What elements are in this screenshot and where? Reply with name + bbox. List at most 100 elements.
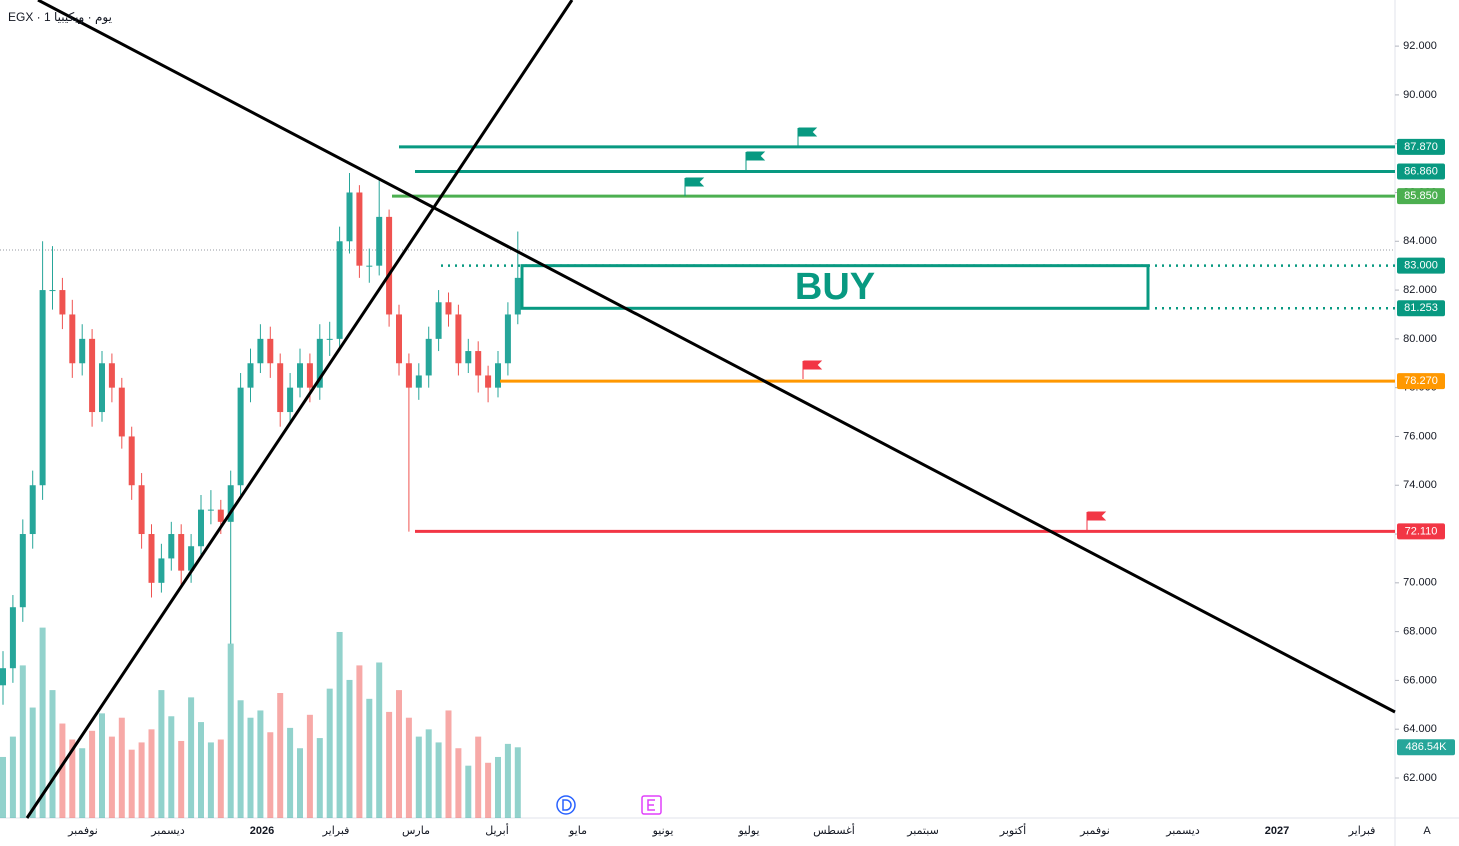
volume-bar [49, 690, 56, 818]
price-tag-label: 87.870 [1404, 141, 1438, 153]
candle-body [405, 363, 412, 388]
candle-body [158, 558, 165, 583]
candle-body [455, 314, 462, 364]
buy-zone [520, 264, 1150, 310]
volume-bar [128, 749, 135, 818]
price-tag [1397, 523, 1445, 540]
trend-line [37, 0, 1396, 714]
candle-body [495, 363, 501, 388]
candle-body [277, 363, 284, 413]
candle-body [247, 363, 254, 388]
candle-body [504, 314, 511, 364]
price-tag [1397, 373, 1445, 390]
price-tag-label: 83.000 [1404, 260, 1438, 272]
candle-body [297, 363, 303, 388]
y-tick-label: 92.000 [1403, 40, 1437, 52]
candle-body [316, 338, 323, 388]
candle-body [168, 534, 175, 559]
candle-body [485, 375, 492, 388]
candle-body [59, 290, 66, 315]
candle-body [89, 338, 96, 413]
volume-bar [0, 756, 6, 818]
trend-line [25, 0, 574, 819]
candle-body [425, 338, 432, 376]
volume-bar [435, 742, 442, 818]
flag [802, 360, 823, 379]
x-tick-label: مارس [402, 825, 430, 837]
volume-bar [247, 717, 254, 818]
y-tick-label: 64.000 [1403, 723, 1437, 735]
price-tag [1397, 257, 1445, 274]
volume-bar [19, 665, 26, 818]
price-tag-label: 72.110 [1405, 525, 1438, 537]
candle-body [198, 509, 204, 547]
x-tick-label: سبتمبر [906, 825, 939, 837]
candle-body [19, 534, 26, 608]
volume-bar [326, 688, 333, 818]
volume-bar [29, 707, 36, 818]
volume-bar [237, 700, 244, 818]
volume-bar [287, 727, 294, 818]
volume-bar [178, 740, 185, 818]
candle-body [39, 290, 46, 486]
volume-bar [336, 631, 343, 818]
price-tag [1397, 163, 1445, 180]
volume-bar [79, 748, 86, 818]
candle-body [69, 314, 76, 364]
volume-bar [39, 627, 46, 818]
candle-body [49, 290, 56, 292]
candle-body [128, 436, 135, 486]
candle-body [326, 338, 333, 340]
volume-bar [138, 742, 145, 818]
volume-bar [386, 711, 393, 818]
volume-bar [267, 732, 274, 818]
volume-bar [69, 739, 76, 818]
y-tick-label: 80.000 [1403, 333, 1437, 345]
price-tag-label: 86.860 [1404, 165, 1438, 177]
candle-body [29, 485, 36, 535]
volume-bar [297, 748, 303, 818]
flag [797, 127, 818, 146]
volume-bar [415, 736, 422, 818]
volume-layer [0, 627, 521, 818]
candle-body [138, 485, 145, 535]
volume-bar [425, 729, 432, 818]
candle-body [188, 546, 195, 571]
dividend-glyph [562, 799, 572, 811]
candle-body [207, 509, 214, 511]
earnings-glyph [647, 799, 655, 811]
volume-bar [168, 716, 175, 818]
axis-mode[interactable]: A [1423, 825, 1431, 837]
candle-body [306, 363, 313, 388]
candle-body [336, 241, 343, 339]
y-tick-label: 66.000 [1403, 674, 1437, 686]
price-tag [1397, 188, 1445, 205]
x-tick-label: ديسمبر [1165, 825, 1200, 837]
candle-body [227, 485, 234, 522]
x-tick-label: فبراير [1348, 825, 1376, 837]
volume-bar [257, 710, 264, 818]
level-layer: BUY [392, 145, 1395, 533]
x-tick-label: أبريل [485, 823, 509, 837]
x-tick-label: 2026 [250, 825, 274, 837]
x-tick-label: أكتوبر [999, 823, 1026, 837]
candle-body [475, 351, 482, 376]
volume-bar [217, 739, 224, 818]
candle-body [148, 534, 155, 583]
volume-bar [445, 710, 452, 818]
volume-bar [148, 729, 155, 818]
volume-bar [405, 717, 412, 818]
volume-bar [198, 722, 204, 818]
volume-bar [59, 723, 66, 818]
flags [802, 360, 1107, 530]
candle-body [376, 216, 383, 266]
candle-body [0, 668, 6, 686]
volume-bar [465, 765, 472, 818]
volume-bar [495, 756, 501, 818]
flags [684, 127, 818, 196]
x-tick-label: ديسمبر [150, 825, 185, 837]
volume-bar [99, 713, 105, 818]
earnings-icon [641, 795, 662, 815]
